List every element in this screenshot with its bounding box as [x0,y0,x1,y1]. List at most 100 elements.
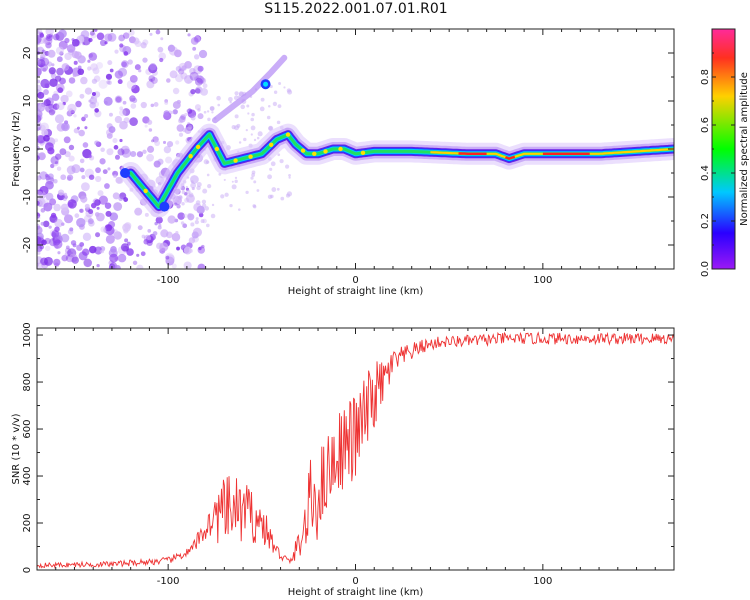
noise-blob [175,140,180,145]
noise-blob [197,65,204,72]
noise-blob [50,163,55,169]
noise-blob [47,49,56,58]
noise-blob [229,101,232,104]
ridge-hotspot [360,150,366,156]
noise-blob [72,243,77,248]
noise-blob [67,201,74,208]
noise-blob [53,239,63,249]
noise-blob [259,106,265,112]
noise-blob [183,74,193,84]
noise-blob [37,175,42,181]
noise-blob [277,153,281,157]
x-tick-label: 100 [533,576,552,587]
noise-blob [71,50,80,59]
noise-blob [187,213,192,218]
noise-blob [112,192,120,200]
noise-blob [88,52,98,61]
noise-blob [96,263,100,268]
noise-blob [100,147,105,153]
ridge-hotspot [323,149,328,154]
noise-blob [149,32,153,36]
noise-blob [83,258,92,268]
noise-blob [89,101,96,109]
noise-blob [64,52,72,61]
noise-blob [45,245,51,252]
noise-blob [266,115,271,120]
noise-blob [102,169,108,175]
noise-blob [223,178,226,181]
noise-blob [150,139,155,143]
noise-blob [285,164,290,169]
noise-blob [62,196,68,202]
noise-blob [186,189,191,195]
noise-blob [187,124,193,130]
noise-blob [37,145,40,151]
noise-blob [44,82,50,88]
noise-blob [276,187,280,191]
noise-blob [188,237,196,244]
noise-blob [231,125,236,130]
noise-blob [56,102,65,111]
noise-blob [121,61,127,68]
noise-blob [268,105,271,108]
noise-blob [114,154,120,160]
noise-blob [113,145,119,150]
noise-blob [48,109,56,116]
noise-blob [253,205,257,209]
noise-blob [79,167,85,173]
noise-blob [209,106,215,112]
noise-blob [109,212,119,221]
y-tick-label: 20 [22,47,33,60]
noise-blob [234,176,238,180]
noise-blob [79,208,84,214]
noise-blob [50,73,57,79]
noise-blob [184,112,188,117]
noise-blob [201,199,207,204]
noise-blob [250,125,256,131]
noise-blob [118,34,125,42]
noise-blob [98,195,108,205]
noise-blob [39,33,45,38]
noise-blob [59,148,67,156]
noise-blob [68,155,75,162]
noise-blob [68,144,75,151]
noise-blob [183,261,192,269]
noise-blob [171,263,177,269]
noise-blob [37,47,40,51]
noise-blob [251,112,255,117]
noise-blob [49,78,58,87]
noise-blob [37,236,42,245]
noise-blob [45,180,54,190]
noise-blob [238,91,244,97]
noise-blob [256,189,260,192]
noise-blob [54,138,59,143]
noise-blob [51,230,60,238]
noise-blob [280,196,285,201]
noise-blob [105,234,115,244]
noise-blob [43,202,53,212]
noise-blob [234,91,239,96]
noise-blob [95,175,102,183]
noise-blob [190,180,194,184]
noise-blob [269,84,273,89]
noise-blob [253,138,257,142]
noise-blob [45,142,54,152]
noise-blob [207,117,211,122]
noise-blob [211,203,215,207]
noise-blob [147,119,153,125]
noise-blob [117,253,127,263]
noise-blob [106,80,111,85]
noise-blob [187,122,191,126]
branch [212,54,288,124]
noise-blob [99,39,107,47]
noise-blob [37,115,42,123]
noise-blob [37,155,40,161]
noise-blob [167,44,176,52]
noise-blob [108,263,118,269]
noise-blob [103,96,113,106]
noise-blob [183,246,192,255]
noise-blob [95,232,101,238]
y-tick-label: 10 [22,95,33,108]
noise-blob [137,225,143,231]
noise-blob [107,32,117,42]
